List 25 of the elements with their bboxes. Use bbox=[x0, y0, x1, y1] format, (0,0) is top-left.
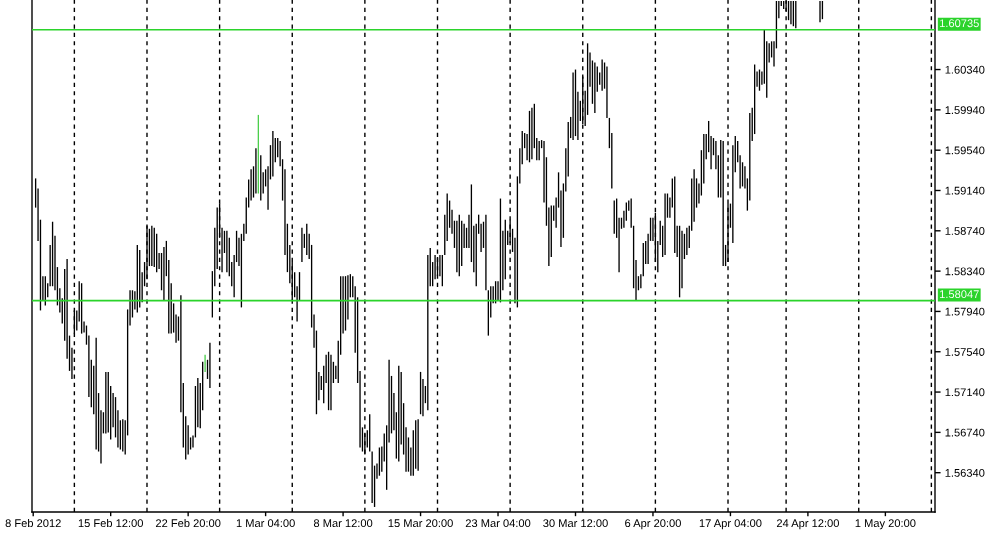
x-tick-label: 22 Feb 20:00 bbox=[155, 518, 221, 528]
x-tick-label: 6 Apr 20:00 bbox=[625, 519, 681, 530]
y-tick-label: 1.59940 bbox=[945, 106, 985, 114]
y-tick-label: 1.57540 bbox=[945, 348, 985, 356]
x-tick-label: 15 Feb 12:00 bbox=[78, 518, 143, 528]
x-tick-label: 24 Apr 12:00 bbox=[776, 519, 839, 530]
y-tick-label: 1.58740 bbox=[945, 227, 985, 235]
x-tick-label: 30 Mar 12:00 bbox=[543, 519, 608, 528]
x-tick-label: 23 Mar 04:00 bbox=[465, 519, 531, 528]
x-tick-label: 17 Apr 04:00 bbox=[699, 519, 762, 530]
y-tick-label: 1.57140 bbox=[945, 388, 985, 397]
y-tick-label: 1.60340 bbox=[945, 65, 985, 74]
x-tick-label: 8 Feb 2012 bbox=[5, 518, 61, 528]
y-tick-label: 1.59140 bbox=[945, 186, 985, 195]
x-tick-label: 15 Mar 20:00 bbox=[388, 519, 453, 528]
y-tick-label: 1.56340 bbox=[945, 468, 985, 477]
x-tick-label: 8 Mar 12:00 bbox=[313, 519, 373, 528]
y-tick-label: 1.56740 bbox=[945, 428, 985, 437]
ref-line-label: 1.60735 bbox=[940, 19, 979, 28]
y-tick-label: 1.58340 bbox=[945, 267, 985, 276]
x-tick-label: 1 Mar 04:00 bbox=[236, 519, 295, 528]
x-tick-label: 1 May 20:00 bbox=[855, 519, 916, 530]
ref-line-label: 1.58047 bbox=[940, 290, 979, 299]
y-tick-label: 1.57940 bbox=[945, 307, 985, 316]
y-tick-label: 1.59540 bbox=[945, 146, 985, 155]
